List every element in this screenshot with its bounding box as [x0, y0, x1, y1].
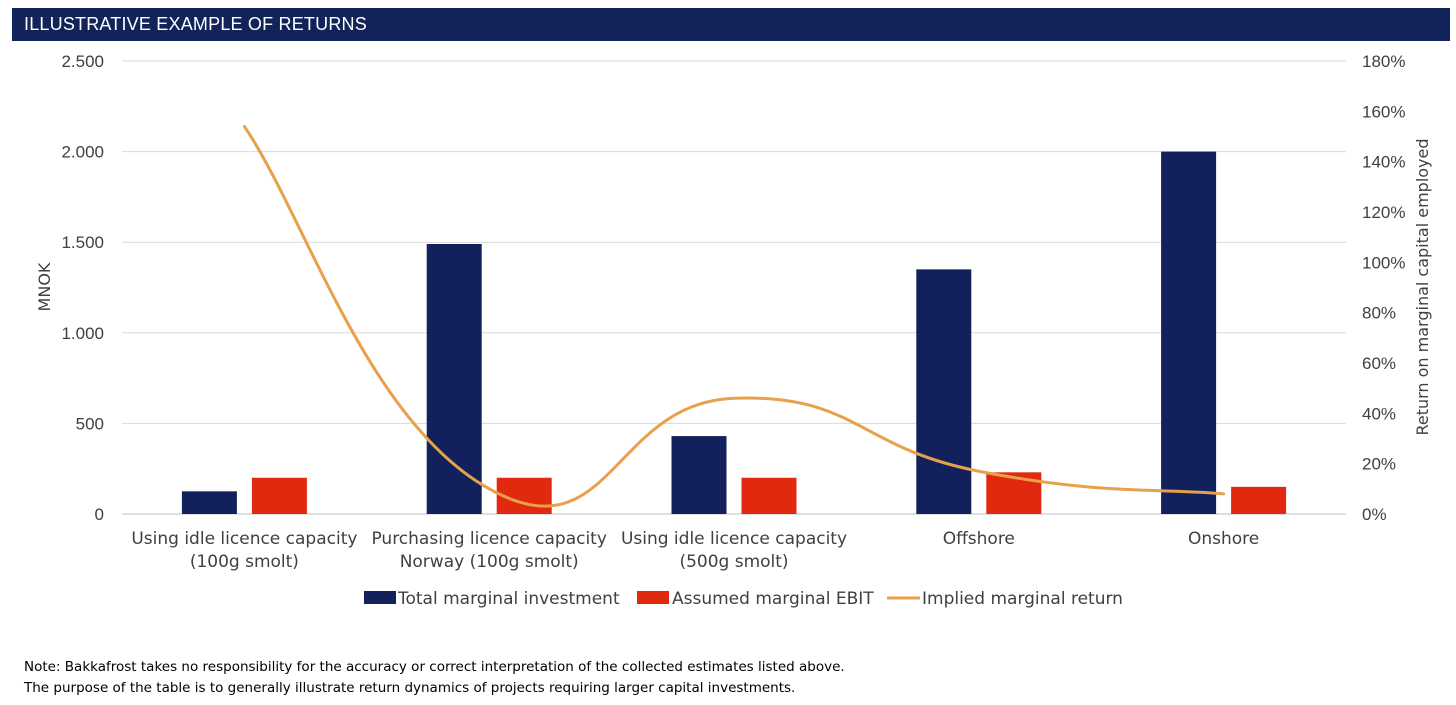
- legend-ebit-swatch: [637, 591, 669, 604]
- x-tick-label: Using idle licence capacity: [131, 529, 357, 549]
- investment-bar: [426, 244, 482, 514]
- returns-chart: 0 500 1.000 1.500 2.000 2.500 0% 20% 40% 60% 80% 10…: [35, 52, 1432, 609]
- y-tick-label: 2.500: [61, 52, 104, 71]
- x-tick-label: (500g smolt): [679, 552, 788, 572]
- y-right-tick-label: 40%: [1362, 404, 1396, 423]
- legend-ebit-label: Assumed marginal EBIT: [672, 589, 874, 609]
- legend-investment-label: Total marginal investment: [397, 589, 620, 609]
- x-tick-label: Onshore: [1188, 529, 1259, 549]
- legend-return-label: Implied marginal return: [922, 589, 1123, 609]
- y-right-tick-label: 80%: [1362, 304, 1396, 323]
- y-right-tick-label: 100%: [1362, 253, 1405, 272]
- y-right-tick-label: 120%: [1362, 203, 1405, 222]
- title-banner: ILLUSTRATIVE EXAMPLE OF RETURNS: [12, 8, 1450, 41]
- y-right-axis-label: Return on marginal capital employed: [1413, 138, 1432, 435]
- y-tick-label: 0: [95, 505, 104, 524]
- x-tick-label: (100g smolt): [190, 552, 299, 572]
- y-tick-label: 2.000: [61, 143, 104, 162]
- y-right-tick-label: 0%: [1362, 505, 1387, 524]
- x-tick-label: Purchasing licence capacity: [371, 529, 606, 549]
- y-tick-label: 1.000: [61, 324, 104, 343]
- note-line-1: Note: Bakkafrost takes no responsibility…: [24, 659, 845, 675]
- y-tick-label: 500: [76, 414, 104, 433]
- y-right-tick-label: 20%: [1362, 455, 1396, 474]
- return-line: [242, 124, 1226, 508]
- y-right-tick-label: 180%: [1362, 52, 1405, 71]
- investment-bar: [916, 269, 972, 514]
- note-line-2: The purpose of the table is to generally…: [24, 680, 796, 696]
- ebit-bar: [251, 477, 307, 514]
- legend-investment-swatch: [364, 591, 396, 604]
- investment-bar: [671, 436, 727, 514]
- investment-bar: [1161, 151, 1217, 514]
- page-title: ILLUSTRATIVE EXAMPLE OF RETURNS: [24, 14, 367, 34]
- ebit-bar: [1231, 486, 1287, 514]
- x-tick-label: Offshore: [943, 529, 1015, 549]
- y-tick-label: 1.500: [61, 233, 104, 252]
- ebit-bar: [741, 477, 797, 514]
- y-right-tick-label: 160%: [1362, 102, 1405, 121]
- y-right-tick-label: 60%: [1362, 354, 1396, 373]
- y-axis-label: MNOK: [35, 262, 54, 311]
- investment-bar: [181, 491, 237, 514]
- x-tick-label: Using idle licence capacity: [621, 529, 847, 549]
- y-right-tick-label: 140%: [1362, 153, 1405, 172]
- x-tick-label: Norway (100g smolt): [400, 552, 579, 572]
